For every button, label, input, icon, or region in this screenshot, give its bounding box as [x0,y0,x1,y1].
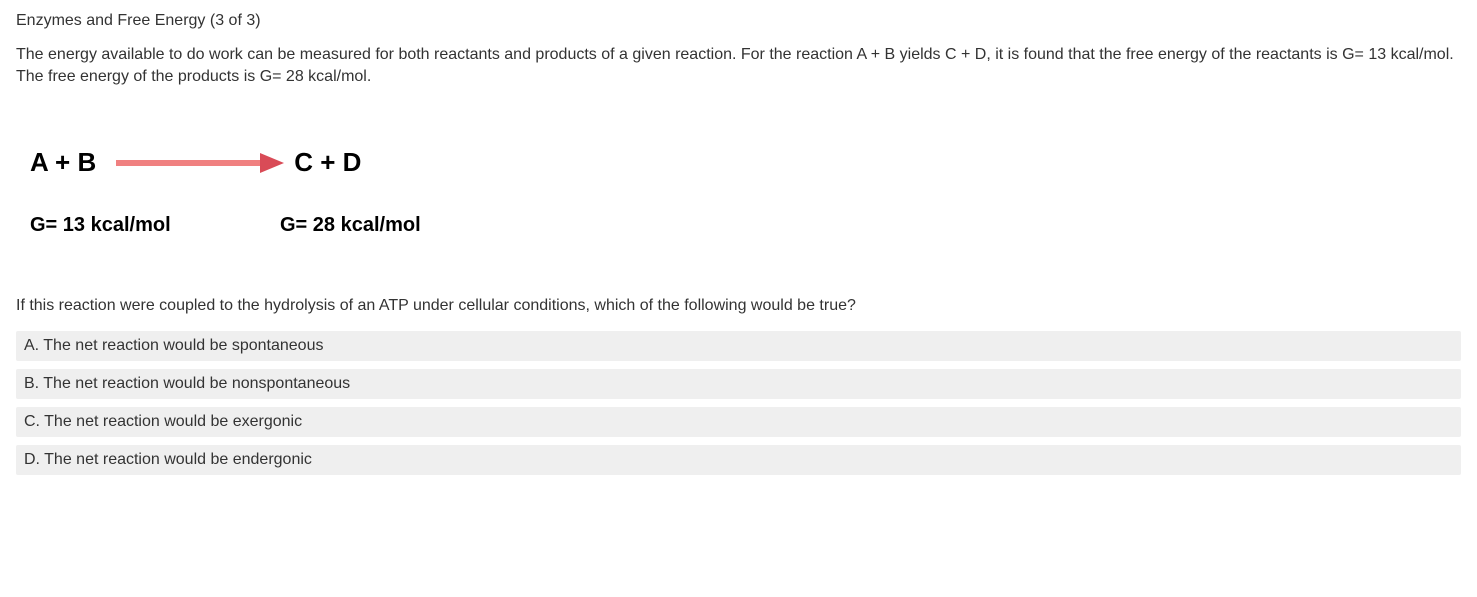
option-b[interactable]: B. The net reaction would be nonspontane… [16,369,1461,399]
intro-paragraph: The energy available to do work can be m… [16,44,1456,87]
option-c[interactable]: C. The net reaction would be exergonic [16,407,1461,437]
free-energy-row: G= 13 kcal/mol G= 28 kcal/mol [30,214,1461,237]
question-prompt: If this reaction were coupled to the hyd… [16,297,1461,315]
g-reactants-label: G= 13 kcal/mol [30,214,280,237]
g-products-label: G= 28 kcal/mol [280,214,421,237]
reaction-diagram: A + B C + D G= 13 kcal/mol G= 28 kcal/mo… [30,147,1461,237]
reaction-equation-row: A + B C + D [30,147,1461,178]
reactants-label: A + B [30,147,96,178]
products-label: C + D [294,147,361,178]
reaction-arrow-icon [114,151,284,175]
option-a[interactable]: A. The net reaction would be spontaneous [16,331,1461,361]
page-title: Enzymes and Free Energy (3 of 3) [16,12,1461,30]
answer-options: A. The net reaction would be spontaneous… [16,331,1461,475]
option-d[interactable]: D. The net reaction would be endergonic [16,445,1461,475]
